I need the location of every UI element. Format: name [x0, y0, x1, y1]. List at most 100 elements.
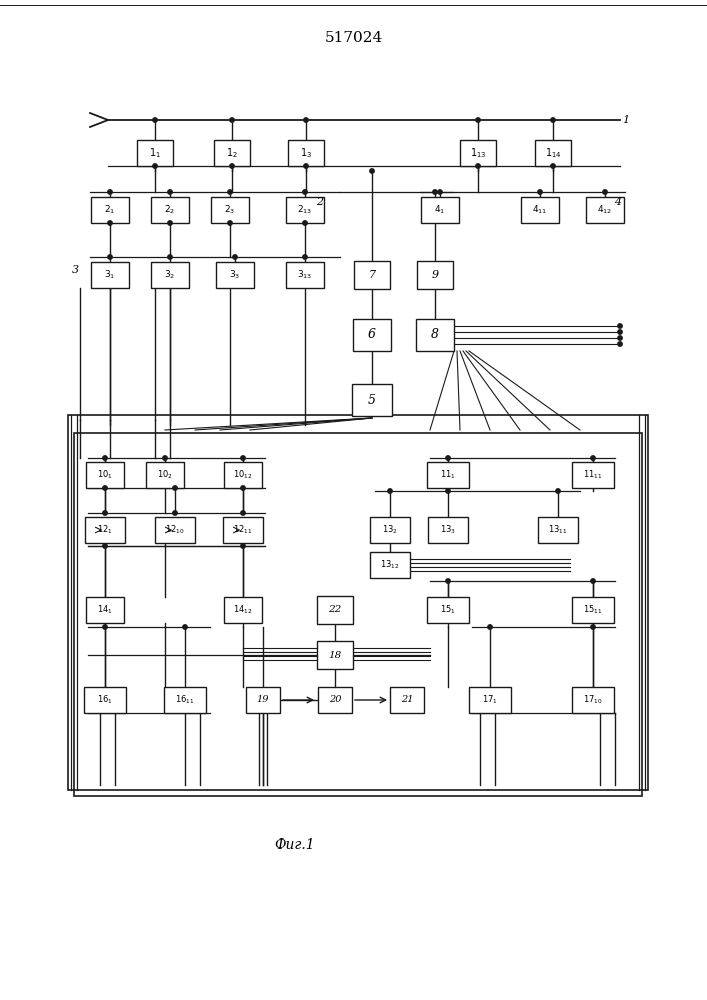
Text: $10_1$: $10_1$	[97, 469, 113, 481]
Text: $15_1$: $15_1$	[440, 604, 456, 616]
Text: $10_{12}$: $10_{12}$	[233, 469, 253, 481]
Bar	[216, 262, 254, 288]
Text: $11_{11}$: $11_{11}$	[583, 469, 603, 481]
Bar	[417, 261, 453, 289]
Text: 19: 19	[257, 696, 269, 704]
Text: $12_1$: $12_1$	[97, 524, 113, 536]
Circle shape	[370, 169, 374, 173]
Bar	[469, 687, 511, 713]
Text: $15_{11}$: $15_{11}$	[583, 604, 603, 616]
Bar	[137, 140, 173, 166]
Circle shape	[103, 456, 107, 460]
Circle shape	[476, 118, 480, 122]
Circle shape	[618, 336, 622, 340]
Bar	[354, 261, 390, 289]
Circle shape	[230, 164, 234, 168]
Text: $2_{13}$: $2_{13}$	[298, 204, 312, 216]
Circle shape	[618, 324, 622, 328]
Text: $2_2$: $2_2$	[165, 204, 175, 216]
Circle shape	[168, 190, 173, 194]
Circle shape	[233, 255, 238, 259]
Circle shape	[303, 190, 308, 194]
Bar	[91, 197, 129, 223]
Bar	[428, 517, 468, 543]
Bar	[151, 262, 189, 288]
Text: 7: 7	[368, 270, 375, 280]
Text: $3_{13}$: $3_{13}$	[298, 269, 312, 281]
Circle shape	[241, 544, 245, 548]
Circle shape	[168, 221, 173, 225]
Circle shape	[591, 579, 595, 583]
Circle shape	[591, 625, 595, 629]
Circle shape	[173, 511, 177, 515]
Circle shape	[103, 625, 107, 629]
Text: $11_1$: $11_1$	[440, 469, 456, 481]
Circle shape	[103, 511, 107, 515]
Bar	[317, 641, 353, 669]
Circle shape	[438, 190, 442, 194]
Text: $12_{10}$: $12_{10}$	[165, 524, 185, 536]
Circle shape	[183, 625, 187, 629]
Bar	[151, 197, 189, 223]
Circle shape	[303, 221, 308, 225]
Bar	[572, 462, 614, 488]
Circle shape	[107, 190, 112, 194]
Circle shape	[591, 456, 595, 460]
Bar	[86, 597, 124, 623]
Circle shape	[446, 579, 450, 583]
Circle shape	[103, 544, 107, 548]
Bar	[390, 687, 424, 713]
Text: 2: 2	[316, 197, 323, 207]
Bar	[370, 517, 410, 543]
Text: 18: 18	[328, 650, 341, 660]
Circle shape	[241, 456, 245, 460]
Circle shape	[488, 625, 492, 629]
Bar	[286, 262, 324, 288]
Circle shape	[228, 221, 232, 225]
Text: 3: 3	[72, 265, 79, 275]
Bar	[416, 319, 454, 351]
Text: $10_2$: $10_2$	[157, 469, 173, 481]
Bar	[84, 687, 126, 713]
Bar	[427, 462, 469, 488]
Text: $13_2$: $13_2$	[382, 524, 398, 536]
Bar	[318, 687, 352, 713]
Text: $13_{12}$: $13_{12}$	[380, 559, 400, 571]
Circle shape	[603, 190, 607, 194]
Circle shape	[228, 190, 232, 194]
Text: $13_3$: $13_3$	[440, 524, 456, 536]
Circle shape	[163, 456, 167, 460]
Bar	[223, 517, 263, 543]
Text: $1_1$: $1_1$	[149, 146, 161, 160]
Text: $1_{13}$: $1_{13}$	[469, 146, 486, 160]
Bar	[535, 140, 571, 166]
Circle shape	[241, 486, 245, 490]
Bar	[211, 197, 249, 223]
Circle shape	[230, 118, 234, 122]
Text: 21: 21	[401, 696, 414, 704]
Text: $17_{10}$: $17_{10}$	[583, 694, 603, 706]
Text: 4: 4	[614, 197, 621, 207]
Circle shape	[103, 486, 107, 490]
Text: 6: 6	[368, 328, 376, 342]
Text: $2_1$: $2_1$	[105, 204, 116, 216]
Bar	[288, 140, 324, 166]
Circle shape	[241, 511, 245, 515]
Bar	[427, 597, 469, 623]
Bar	[286, 197, 324, 223]
Bar	[421, 197, 459, 223]
Bar	[353, 319, 391, 351]
Text: $16_{11}$: $16_{11}$	[175, 694, 195, 706]
Text: 1: 1	[622, 115, 629, 125]
Bar	[224, 462, 262, 488]
Text: $3_1$: $3_1$	[105, 269, 116, 281]
Circle shape	[304, 164, 308, 168]
Circle shape	[107, 221, 112, 225]
Text: $4_{11}$: $4_{11}$	[532, 204, 548, 216]
Text: 9: 9	[431, 270, 438, 280]
Text: 20: 20	[329, 696, 341, 704]
Circle shape	[446, 489, 450, 493]
Text: 5: 5	[368, 393, 376, 406]
Circle shape	[618, 342, 622, 346]
Text: $3_3$: $3_3$	[229, 269, 240, 281]
